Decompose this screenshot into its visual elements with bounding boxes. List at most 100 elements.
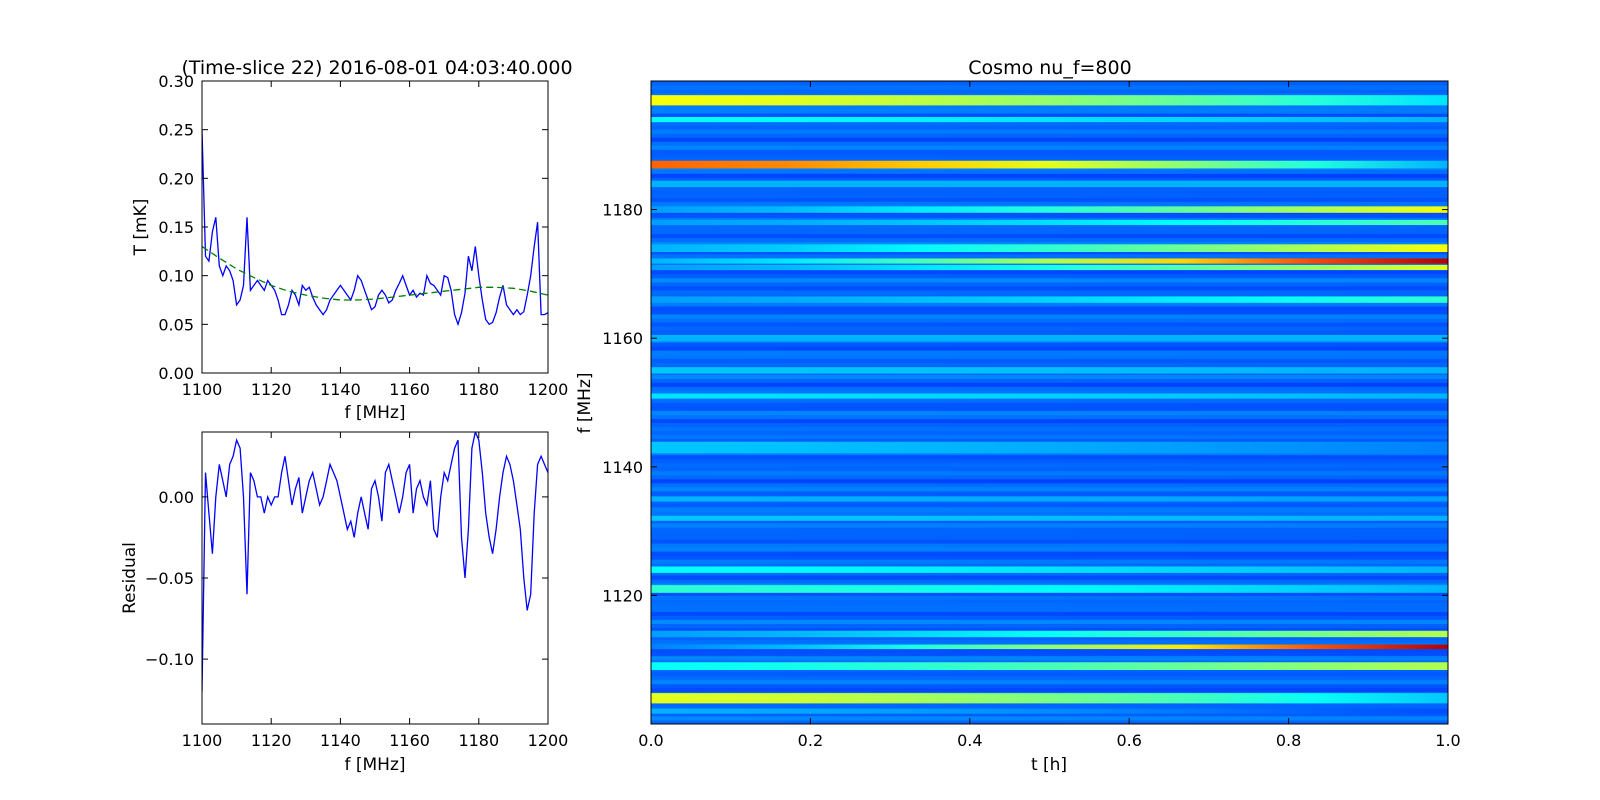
waterfall-row: [651, 715, 1448, 721]
waterfall-row: [651, 615, 1448, 621]
waterfall-ytick-label: 1120: [602, 586, 643, 605]
waterfall-band: [651, 258, 1448, 264]
waterfall-band: [651, 515, 1448, 521]
waterfall-band: [651, 566, 1448, 573]
waterfall-row: [651, 402, 1448, 408]
spectrum-series-data-line: [202, 129, 548, 327]
residual-ytick-label: 0.00: [158, 488, 194, 507]
residual-ytick-label: −0.05: [145, 569, 194, 588]
waterfall-row: [651, 157, 1448, 162]
waterfall-row: [651, 671, 1448, 677]
spectrum-ytick-label: 0.05: [158, 315, 194, 334]
waterfall-ticks: 0.0 0.2 0.4 0.6 0.8 1.0 1120 1140 1160 1180: [602, 81, 1461, 750]
waterfall-row: [651, 470, 1448, 476]
spectrum-ytick-label: 0.00: [158, 364, 194, 383]
waterfall-ytick-label: 1140: [602, 458, 643, 477]
waterfall-title: Cosmo nu_f=800: [968, 57, 1131, 79]
waterfall-row: [651, 539, 1448, 544]
residual-xtick-label: 1180: [458, 731, 499, 750]
waterfall-row: [651, 253, 1448, 259]
waterfall-row: [651, 277, 1448, 283]
waterfall-row: [651, 482, 1448, 488]
waterfall-row: [651, 322, 1448, 327]
waterfall-row: [651, 474, 1448, 480]
waterfall-row: [651, 273, 1448, 279]
waterfall-row: [651, 422, 1448, 428]
spectrum-xtick-label: 1140: [320, 380, 361, 399]
spectrum-xtick-label: 1100: [182, 380, 223, 399]
waterfall-row: [651, 229, 1448, 235]
waterfall-row: [651, 378, 1448, 383]
waterfall-row: [651, 647, 1448, 653]
waterfall-row: [651, 137, 1448, 142]
waterfall-row: [651, 237, 1448, 243]
waterfall-row: [651, 559, 1448, 564]
residual-xtick-label: 1200: [528, 731, 569, 750]
waterfall-row: [651, 679, 1448, 685]
spectrum-ytick-label: 0.10: [158, 267, 194, 286]
waterfall-row: [651, 639, 1448, 645]
waterfall-row: [651, 551, 1448, 556]
waterfall-row: [651, 683, 1448, 689]
residual-ylabel: Residual: [120, 542, 140, 614]
waterfall-row: [651, 81, 1448, 86]
waterfall-row: [651, 149, 1448, 154]
spectrum-xtick-label: 1120: [251, 380, 292, 399]
waterfall-row: [651, 502, 1448, 508]
waterfall-row: [651, 595, 1448, 600]
spectrum-plot-area: [202, 129, 548, 327]
waterfall-band: [651, 334, 1448, 342]
waterfall-band: [651, 117, 1448, 123]
waterfall-ylabel: f [MHz]: [575, 372, 595, 433]
waterfall-band: [651, 95, 1448, 106]
waterfall-row: [651, 418, 1448, 424]
waterfall-row: [651, 121, 1448, 126]
waterfall-band: [651, 206, 1448, 213]
waterfall-row: [651, 249, 1448, 255]
waterfall-row: [651, 462, 1448, 468]
waterfall-row: [651, 109, 1448, 114]
waterfall-row: [651, 635, 1448, 641]
waterfall-row: [651, 527, 1448, 532]
spectrum-xtick-label: 1180: [458, 380, 499, 399]
waterfall-row: [651, 125, 1448, 130]
waterfall-row: [651, 438, 1448, 444]
waterfall-row: [651, 189, 1448, 195]
waterfall-row: [651, 129, 1448, 134]
waterfall-row: [651, 426, 1448, 432]
waterfall-row: [651, 225, 1448, 231]
waterfall-frame: [650, 80, 1449, 725]
residual-xtick-label: 1160: [389, 731, 430, 750]
waterfall-row: [651, 603, 1448, 608]
waterfall-row: [651, 414, 1448, 420]
spectrum-ylabel: T [mK]: [131, 199, 151, 257]
residual-xtick-label: 1140: [320, 731, 361, 750]
waterfall-xtick-label: 0.0: [638, 731, 663, 750]
waterfall-axes: Cosmo nu_f=800 0.0 0.2 0.4 0.6 0.8 1.0 1120 114…: [575, 57, 1461, 775]
waterfall-row: [651, 241, 1448, 247]
waterfall-row: [651, 177, 1448, 182]
waterfall-row: [651, 611, 1448, 616]
waterfall-band: [651, 180, 1448, 188]
spectrum-ticks: 1100 1120 1140 1160 1180 1200 0.00 0.05 0.10 0.15…: [158, 72, 568, 399]
waterfall-row: [651, 314, 1448, 319]
waterfall-band: [651, 367, 1448, 374]
waterfall-xtick-label: 0.8: [1276, 731, 1301, 750]
waterfall-row: [651, 326, 1448, 331]
waterfall-row: [651, 374, 1448, 379]
residual-xtick-label: 1120: [251, 731, 292, 750]
waterfall-row: [651, 523, 1448, 528]
spectrum-ytick-label: 0.25: [158, 121, 194, 140]
waterfall-ytick-label: 1160: [602, 329, 643, 348]
waterfall-row: [651, 543, 1448, 548]
waterfall-row: [651, 169, 1448, 174]
waterfall-band: [651, 644, 1448, 650]
waterfall-row: [651, 382, 1448, 387]
waterfall-ytick-label: 1180: [602, 201, 643, 220]
spectrum-title: (Time-slice 22) 2016-08-01 04:03:40.000: [181, 57, 572, 79]
waterfall-row: [651, 434, 1448, 440]
waterfall-row: [651, 458, 1448, 464]
spectrum-ytick-label: 0.15: [158, 218, 194, 237]
waterfall-row: [651, 719, 1448, 725]
